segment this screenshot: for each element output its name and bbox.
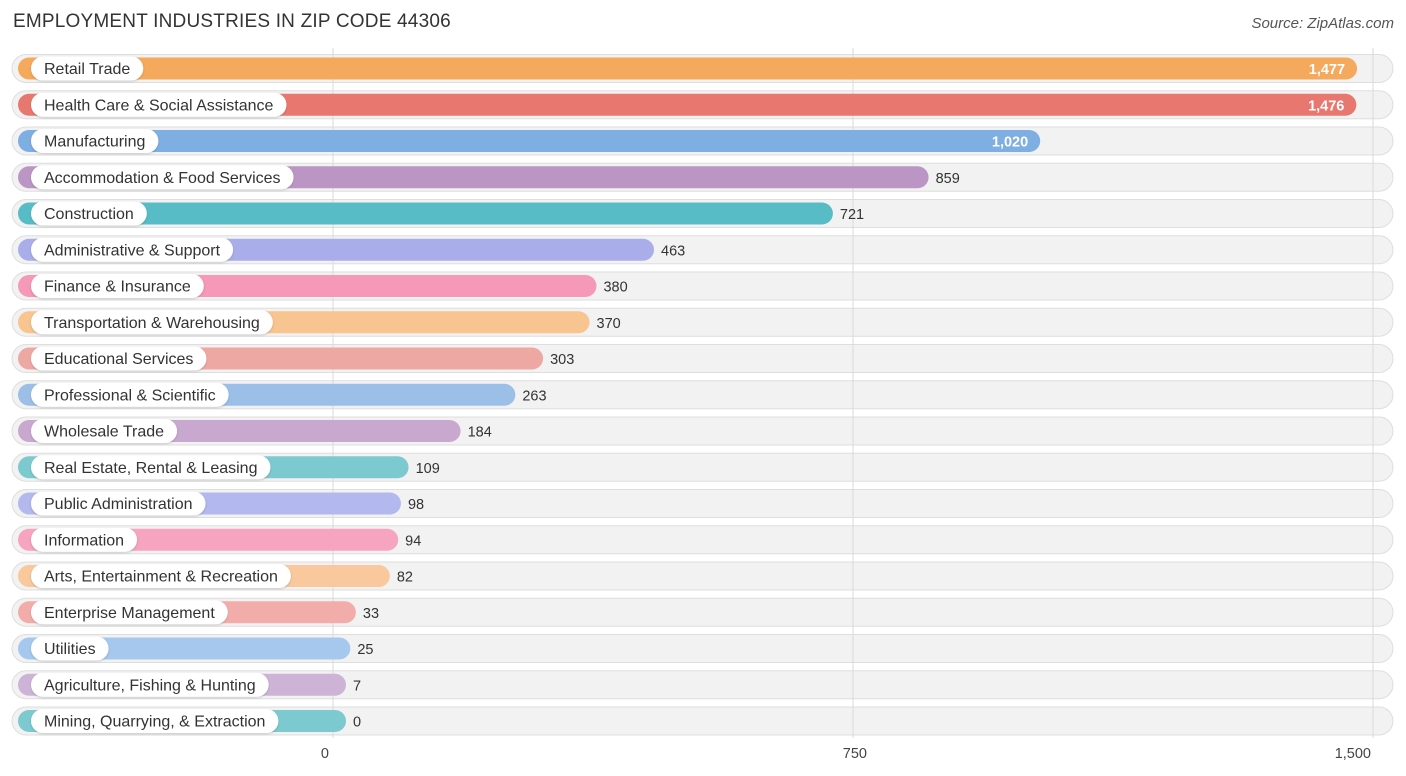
category-label: Arts, Entertainment & Recreation	[44, 569, 278, 586]
value-label: 109	[416, 461, 440, 477]
category-label: Transportation & Warehousing	[44, 315, 260, 332]
x-tick-label: 1,500	[1335, 746, 1371, 762]
chart-title: EMPLOYMENT INDUSTRIES IN ZIP CODE 44306	[13, 11, 451, 32]
category-label: Construction	[44, 206, 134, 223]
category-label-pill	[31, 274, 204, 298]
category-label-pill	[31, 56, 144, 81]
category-label-pill	[31, 491, 206, 516]
category-label-pill	[31, 201, 147, 226]
category-label-pill	[31, 636, 109, 661]
category-label-pill	[31, 382, 229, 407]
category-label-pill	[31, 455, 271, 480]
row-background	[11, 634, 1394, 663]
row-background	[11, 597, 1394, 627]
category-label-pill	[31, 129, 159, 153]
category-label-pill	[31, 709, 279, 733]
bar	[18, 57, 1358, 80]
category-label-pill	[31, 600, 228, 625]
category-label: Utilities	[44, 641, 96, 658]
category-label-pill	[31, 310, 273, 335]
category-label: Public Administration	[44, 496, 193, 513]
chart-source: Source: ZipAtlas.com	[1251, 15, 1394, 32]
value-label: 380	[603, 280, 627, 296]
category-label: Wholesale Trade	[44, 424, 164, 441]
value-label: 98	[408, 497, 424, 513]
value-label: 94	[405, 533, 421, 549]
category-label: Agriculture, Fishing & Hunting	[44, 677, 256, 694]
category-label-pill	[31, 672, 269, 697]
category-label: Professional & Scientific	[44, 387, 216, 404]
category-label-pill	[31, 346, 207, 371]
category-label: Enterprise Management	[44, 605, 215, 622]
value-label: 82	[397, 570, 413, 586]
category-label-pill	[31, 564, 291, 588]
bar	[18, 130, 1041, 152]
value-label: 263	[522, 388, 546, 404]
category-label: Educational Services	[44, 351, 193, 368]
value-label: 370	[597, 316, 621, 332]
category-label-pill	[31, 237, 234, 262]
row-background	[11, 706, 1394, 736]
value-label: 33	[363, 606, 379, 622]
value-label: 1,020	[992, 135, 1028, 151]
category-label: Health Care & Social Assistance	[44, 97, 274, 114]
category-label: Administrative & Support	[44, 242, 221, 259]
value-label: 721	[840, 207, 864, 223]
category-label-pill	[31, 527, 138, 552]
category-label: Retail Trade	[44, 61, 130, 78]
category-label: Accommodation & Food Services	[44, 170, 281, 187]
x-tick-label: 750	[843, 746, 867, 762]
row-background	[11, 670, 1394, 700]
value-label: 184	[468, 425, 492, 441]
value-label: 1,477	[1309, 62, 1345, 78]
value-label: 1,476	[1308, 98, 1344, 114]
category-label: Finance & Insurance	[44, 279, 191, 296]
bars: Retail Trade 1,477 Health Care & Social As…	[18, 56, 1358, 733]
value-label: 859	[936, 171, 960, 187]
x-axis-ticks: 0 750 1,500	[321, 746, 1371, 762]
category-label: Manufacturing	[44, 134, 145, 151]
category-label: Information	[44, 532, 124, 549]
bar	[18, 202, 833, 225]
category-label-pill	[31, 419, 178, 443]
value-label: 25	[357, 642, 373, 658]
value-label: 303	[550, 352, 574, 368]
value-label: 463	[661, 243, 685, 259]
value-label: 0	[353, 715, 361, 731]
value-label: 7	[353, 678, 361, 694]
x-tick-label: 0	[321, 746, 329, 762]
category-label: Mining, Quarrying, & Extraction	[44, 714, 265, 731]
category-label-pill	[31, 92, 287, 117]
bar	[18, 93, 1357, 116]
category-label-pill	[31, 165, 294, 190]
category-label: Real Estate, Rental & Leasing	[44, 460, 257, 477]
